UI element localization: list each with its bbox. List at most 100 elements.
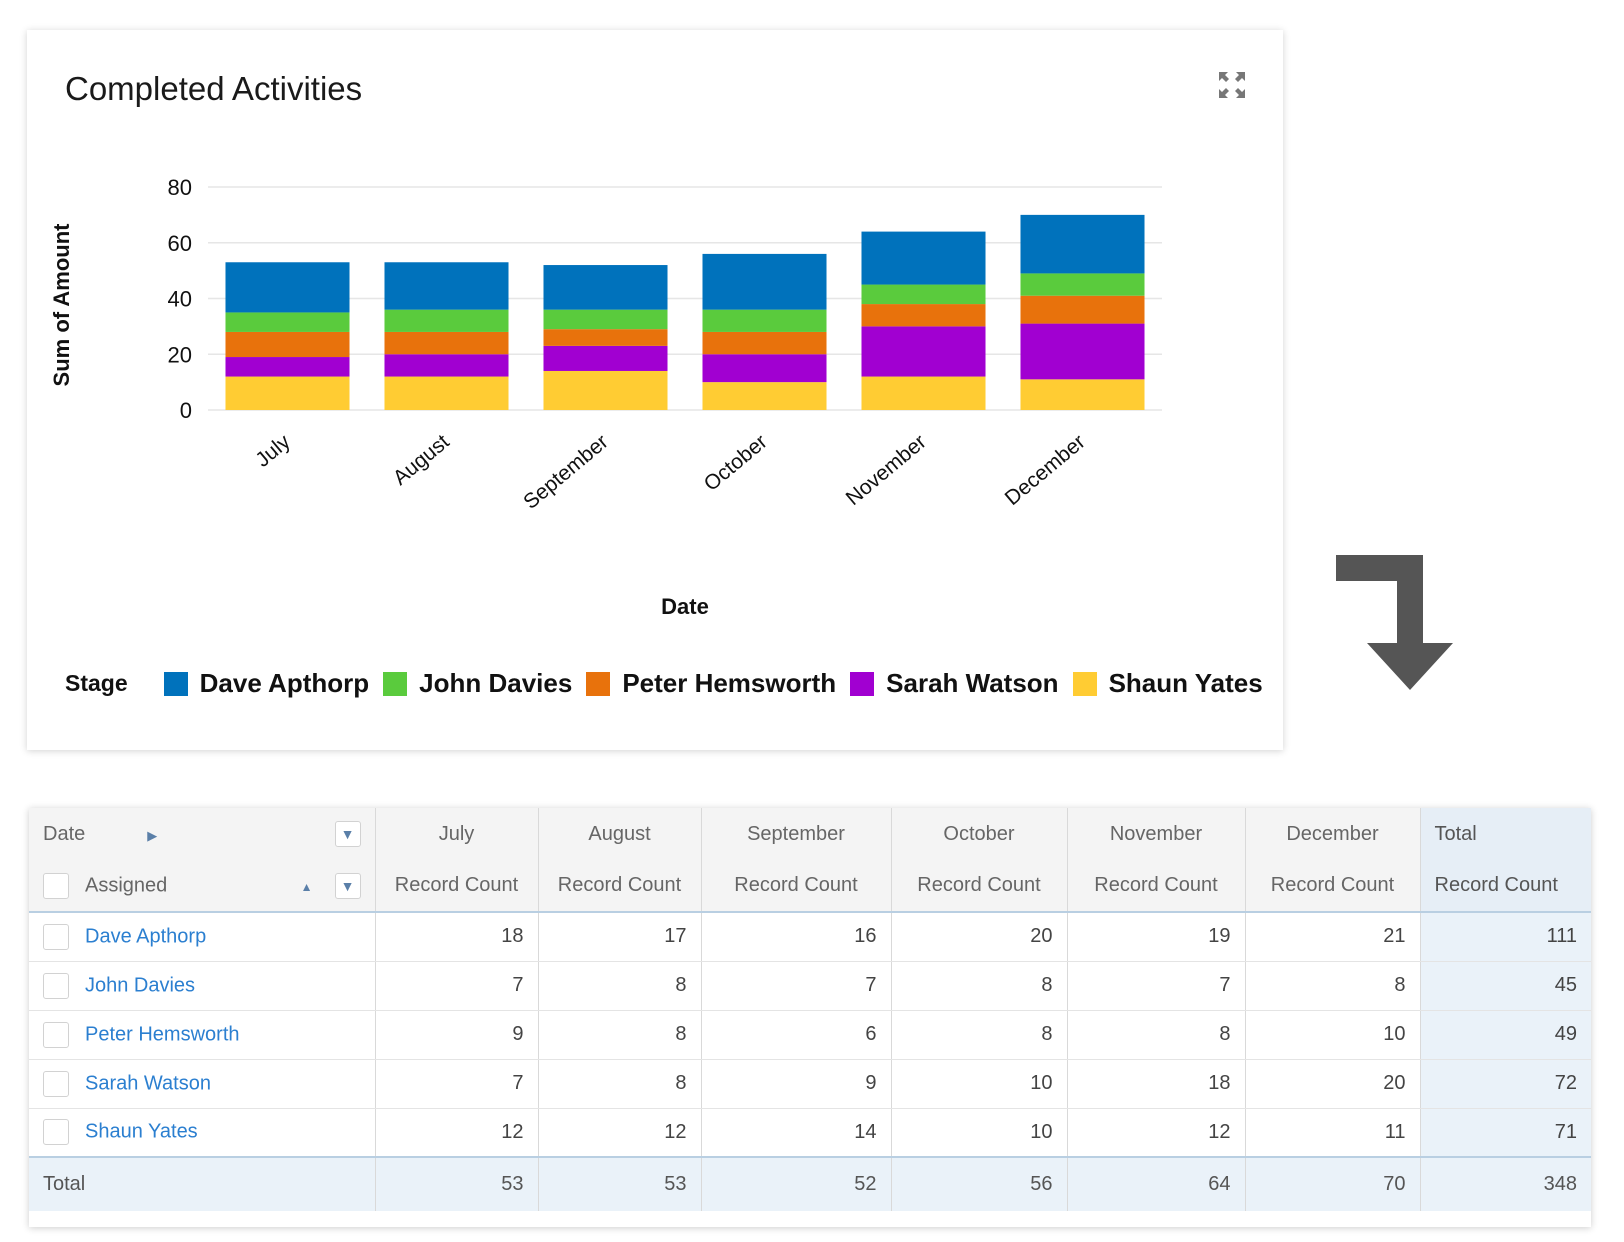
row-checkbox[interactable]: [43, 923, 69, 950]
chart-legend: Stage Dave Apthorp John Davies Peter Hemsw…: [65, 668, 1277, 699]
legend-label: John Davies: [419, 668, 573, 698]
legend-title: Stage: [65, 670, 128, 696]
month-header: December: [1245, 808, 1421, 860]
legend-swatch: [850, 671, 875, 696]
x-tick-label: July: [251, 430, 295, 472]
legend-label: Peter Hemsworth: [622, 668, 837, 698]
month-header: October: [891, 808, 1068, 860]
record-count-cell: 17: [538, 912, 702, 962]
bar-segment: [702, 253, 827, 310]
totals-row: Total 53 53 52 56 64 70 348: [29, 1156, 1591, 1211]
x-axis-label: Date: [661, 594, 709, 619]
grand-total-cell: 348: [1420, 1156, 1591, 1211]
bar-segment: [702, 382, 827, 410]
select-all-checkbox[interactable]: [43, 872, 69, 899]
record-count-cell: 8: [891, 961, 1068, 1011]
assignee-link[interactable]: John Davies: [85, 973, 196, 996]
y-tick-label: 80: [168, 175, 192, 200]
bar-segment: [861, 326, 986, 377]
record-count-cell: 16: [701, 912, 892, 962]
x-tick-label: September: [519, 430, 612, 514]
total-header: Total: [1420, 808, 1591, 860]
record-count-cell: 21: [1245, 912, 1421, 962]
measure-header-row: Assigned ▲ ▼ Record Count Record Count Re…: [29, 860, 1591, 913]
legend-label: Sarah Watson: [886, 668, 1059, 698]
bar-segment: [1020, 214, 1145, 274]
stacked-bar-chart: 0 20 40 60 80 Sum of Amount Date July August Sept…: [49, 175, 1162, 619]
legend-swatch: [383, 671, 408, 696]
legend-item[interactable]: John Davies: [383, 668, 572, 699]
sort-ascending-icon[interactable]: ▲: [300, 879, 313, 894]
record-count-cell: 7: [701, 961, 892, 1011]
row-checkbox[interactable]: [43, 972, 69, 999]
assigned-filter-dropdown-icon[interactable]: ▼: [334, 872, 361, 899]
record-count-cell: 12: [1067, 1108, 1246, 1158]
row-checkbox[interactable]: [43, 1070, 69, 1097]
bar-segment: [225, 331, 350, 358]
chart-card: 0 20 40 60 80 Sum of Amount Date July August Sept…: [27, 30, 1283, 750]
bar-segment: [225, 262, 350, 313]
date-filter-dropdown-icon[interactable]: ▼: [334, 821, 361, 847]
bar-segment: [543, 309, 668, 330]
legend-swatch: [1072, 671, 1097, 696]
month-header: November: [1067, 808, 1246, 860]
record-count-cell: 8: [538, 961, 702, 1011]
pivot-table-card: Date ▶ ▼ July August September October No…: [29, 808, 1591, 1227]
record-count-cell: 8: [1245, 961, 1421, 1011]
row-checkbox[interactable]: [43, 1119, 69, 1146]
assignee-link[interactable]: Peter Hemsworth: [85, 1022, 240, 1045]
column-total-cell: 53: [538, 1156, 702, 1211]
x-tick-label: December: [1001, 430, 1090, 510]
table-row: Peter Hemsworth 9 8 6 8 8 10 49: [29, 1010, 1591, 1060]
record-count-cell: 10: [891, 1059, 1068, 1109]
row-total-cell: 49: [1420, 1010, 1591, 1060]
measure-header: Record Count: [701, 860, 892, 913]
legend-item[interactable]: Sarah Watson: [850, 668, 1059, 699]
bar-segment: [861, 231, 986, 285]
month-header: September: [701, 808, 892, 860]
record-count-cell: 8: [1067, 1010, 1246, 1060]
month-header-row: Date ▶ ▼ July August September October No…: [29, 808, 1591, 860]
expand-icon[interactable]: [1217, 70, 1247, 100]
bar-segment: [702, 309, 827, 332]
record-count-cell: 7: [1067, 961, 1246, 1011]
record-count-cell: 12: [538, 1108, 702, 1158]
assignee-link[interactable]: Dave Apthorp: [85, 925, 207, 948]
bar-segment: [861, 284, 986, 305]
table-row: Dave Apthorp 18 17 16 20 19 21 111: [29, 912, 1591, 962]
record-count-cell: 9: [701, 1059, 892, 1109]
assignee-link[interactable]: Sarah Watson: [85, 1071, 211, 1094]
legend-item[interactable]: Peter Hemsworth: [586, 668, 836, 699]
assignee-link[interactable]: Shaun Yates: [85, 1120, 198, 1143]
date-header-cell: Date ▶ ▼: [29, 808, 376, 860]
table-row: Shaun Yates 12 12 14 10 12 11 71: [29, 1108, 1591, 1158]
x-tick-label: August: [389, 430, 454, 490]
table-row: John Davies 7 8 7 8 7 8 45: [29, 961, 1591, 1011]
expand-right-icon[interactable]: ▶: [147, 827, 158, 843]
measure-header: Record Count: [1420, 860, 1591, 913]
legend-item[interactable]: Dave Apthorp: [163, 668, 369, 699]
bar-segment: [543, 329, 668, 346]
bar-segment: [1020, 323, 1145, 380]
y-tick-label: 0: [180, 398, 192, 423]
bar-segment: [1020, 273, 1145, 296]
month-header: August: [538, 808, 702, 860]
record-count-cell: 19: [1067, 912, 1246, 962]
record-count-cell: 10: [891, 1108, 1068, 1158]
bar-segment: [1020, 295, 1145, 324]
row-checkbox[interactable]: [43, 1021, 69, 1048]
record-count-cell: 8: [891, 1010, 1068, 1060]
bar-segment: [384, 376, 509, 410]
legend-label: Shaun Yates: [1108, 668, 1263, 698]
column-total-cell: 52: [701, 1156, 892, 1211]
row-total-cell: 111: [1420, 912, 1591, 962]
bar-segment: [543, 370, 668, 410]
table-row: Sarah Watson 7 8 9 10 18 20 72: [29, 1059, 1591, 1109]
bar-segment: [1020, 379, 1145, 410]
bar-segment: [384, 331, 509, 355]
record-count-cell: 20: [1245, 1059, 1421, 1109]
legend-item[interactable]: Shaun Yates: [1072, 668, 1263, 699]
record-count-cell: 7: [375, 1059, 539, 1109]
row-total-cell: 45: [1420, 961, 1591, 1011]
measure-header: Record Count: [538, 860, 702, 913]
